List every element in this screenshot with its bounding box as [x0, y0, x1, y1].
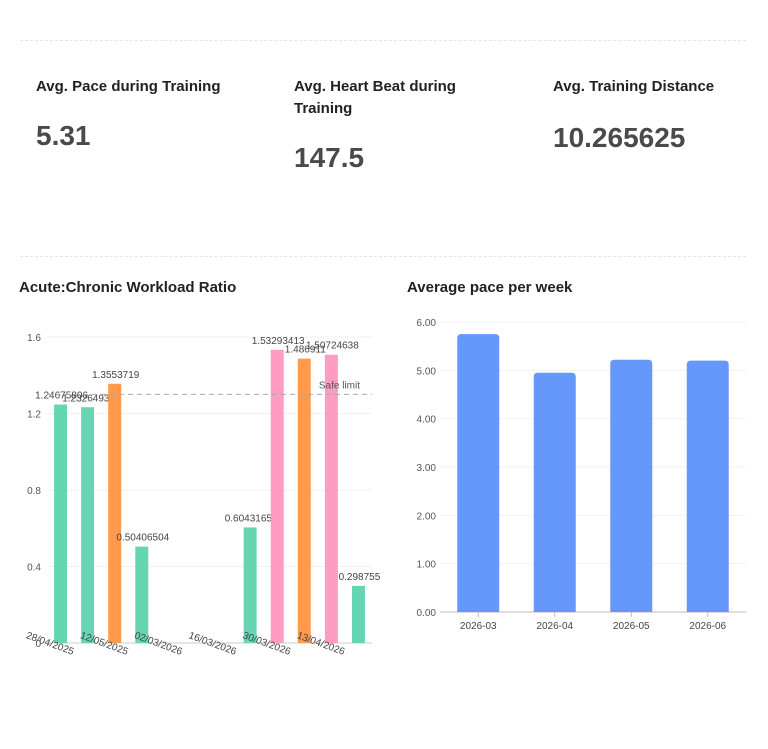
pace-chart: 0.00 1.00 2.00 3.00 4.00 5.00 6.00 2026-03 2026-…: [417, 318, 746, 632]
y-tick-label: 0.8: [27, 486, 41, 497]
middle-divider: [20, 256, 746, 257]
bar: [610, 359, 653, 612]
y-tick-label: 3.00: [417, 463, 437, 474]
stat-value: 5.31: [36, 120, 91, 151]
data-label: 1.53293413: [252, 336, 305, 347]
top-divider: [20, 40, 746, 41]
y-tick-label: 1.6: [27, 333, 41, 344]
y-tick-label: 1.00: [417, 560, 437, 571]
x-tick-label: 13/04/2026: [295, 630, 346, 658]
x-tick-label: 2026-05: [613, 621, 650, 632]
data-label: 1.486911: [285, 345, 326, 356]
x-tick-label: 02/03/2026: [133, 630, 184, 658]
data-label: 1.24675806: [35, 391, 88, 402]
x-tick-label: 28/04/2025: [24, 630, 75, 658]
bar: [135, 546, 149, 643]
bar: [533, 372, 576, 612]
stat-avg-pace: Avg. Pace during Training 5.31: [36, 76, 256, 152]
x-tick-label: 12/05/2025: [79, 630, 130, 658]
stat-value: 10.265625: [553, 122, 686, 153]
stat-value: 147.5: [294, 142, 365, 173]
bar: [54, 404, 68, 643]
pace-chart-title: Average pace per week: [407, 279, 573, 296]
x-tick-label: 2026-04: [536, 621, 573, 632]
y-tick-label: 0.00: [417, 608, 437, 619]
y-tick-label: 2.00: [417, 511, 437, 522]
y-tick-label: 4.00: [417, 415, 437, 426]
bar: [351, 585, 365, 643]
y-tick-label: 1.2: [27, 410, 41, 421]
bar: [457, 334, 500, 612]
bar: [297, 358, 311, 643]
stat-label: Avg. Training Distance: [553, 78, 715, 95]
safe-limit-label: Safe limit: [319, 380, 360, 391]
acwr-chart-title: Acute:Chronic Workload Ratio: [19, 279, 237, 296]
x-tick-label: 16/03/2026: [187, 630, 238, 658]
bar: [243, 527, 257, 643]
data-label: 0.60431655: [225, 513, 278, 524]
bar: [81, 407, 95, 643]
bar: [270, 349, 284, 643]
y-tick-label: 5.00: [417, 366, 437, 377]
data-label: 0.298755: [339, 572, 380, 583]
x-tick-label: 30/03/2026: [241, 630, 292, 658]
x-tick-label: 2026-03: [460, 621, 497, 632]
stat-avg-heart-beat: Avg. Heart Beat during Training 147.5: [294, 76, 494, 174]
data-label: 1.23264937: [62, 393, 115, 404]
y-tick-label: 0.4: [27, 563, 41, 574]
y-tick-label: 0: [35, 639, 41, 650]
data-label: 0.50406504: [116, 533, 169, 544]
bar: [686, 360, 729, 612]
data-label: 1.3553719: [92, 370, 140, 381]
x-tick-label: 2026-06: [689, 621, 726, 632]
stat-label: Avg. Pace during Training: [36, 78, 221, 95]
stat-label: Avg. Heart Beat during Training: [294, 78, 456, 117]
data-label: 1.50724638: [306, 341, 359, 352]
bar: [108, 383, 122, 643]
stat-avg-distance: Avg. Training Distance 10.265625: [553, 76, 753, 154]
bar: [324, 354, 338, 643]
y-tick-label: 6.00: [417, 318, 437, 329]
